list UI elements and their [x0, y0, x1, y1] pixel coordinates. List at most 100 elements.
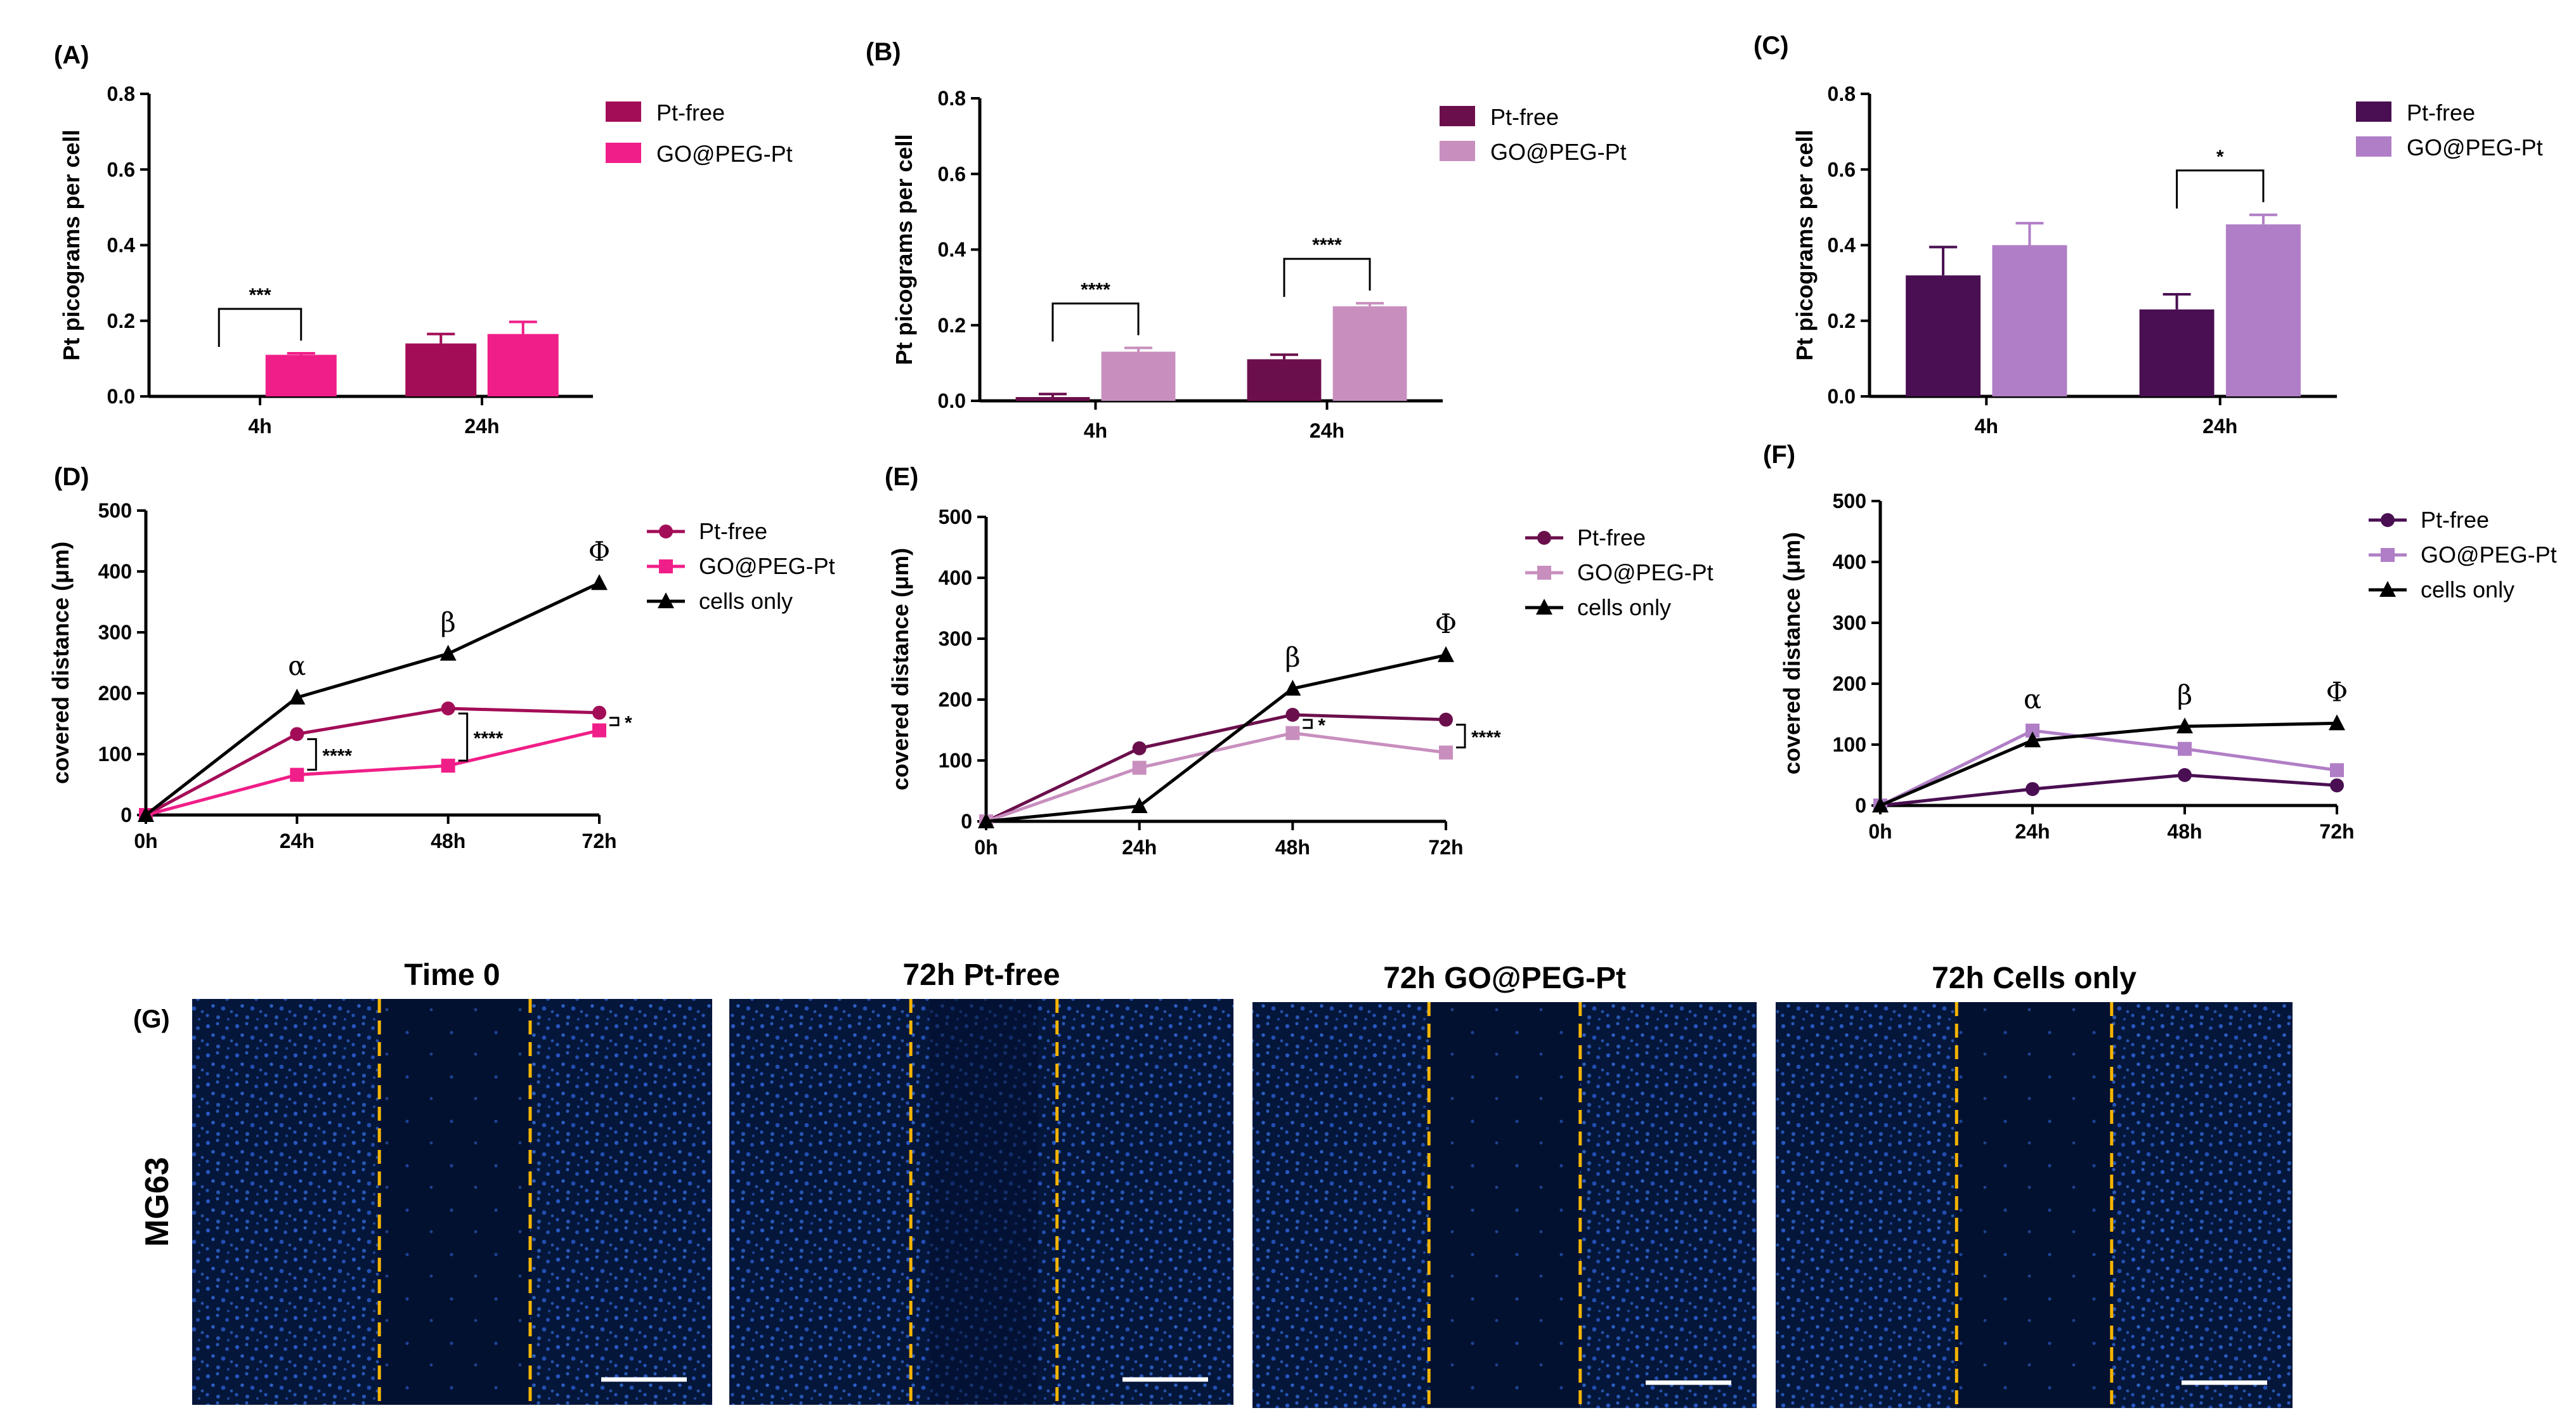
x-tick-label: 24h	[2015, 820, 2050, 843]
y-axis-label: Pt picograms per cell	[58, 129, 84, 360]
chart-saos2-uptake: 0.0 0.2 0.4 0.6 0.8 Pt picograms per cell 4h 24…	[1792, 82, 2543, 438]
micrograph-row-label: MG63	[139, 1157, 176, 1247]
series-line	[1880, 773, 2338, 807]
y-tick-label: 0.8	[1828, 82, 1856, 105]
data-point	[2178, 741, 2192, 756]
bar	[1015, 397, 1090, 401]
y-axis-label: covered distance (μm)	[48, 542, 74, 784]
data-point	[1536, 599, 1552, 615]
y-tick-label: 0.6	[1828, 158, 1856, 181]
legend-label: GO@PEG-Pt	[1490, 139, 1627, 165]
bar	[1101, 351, 1176, 401]
legend-swatch	[606, 143, 641, 163]
data-point	[1439, 712, 1453, 727]
significance-bracket	[609, 717, 620, 727]
data-point	[592, 705, 606, 720]
y-tick-label: 0.8	[107, 82, 135, 105]
scratch-gap-cells	[1956, 1002, 2112, 1408]
legend-label: cells only	[2421, 577, 2514, 603]
y-tick-label: 0.4	[938, 238, 966, 261]
y-axis-label: Pt picograms per cell	[891, 134, 917, 365]
greek-annotation: Φ	[2326, 676, 2348, 707]
chart-mg63-uptake: 0.0 0.2 0.4 0.6 0.8 Pt picograms per cell 4h 24…	[891, 87, 1627, 442]
significance-label: ***	[249, 285, 271, 306]
legend-swatch	[2356, 101, 2391, 122]
y-tick-label: 0.0	[107, 385, 135, 408]
y-tick-label: 100	[939, 749, 972, 772]
y-tick-label: 500	[1833, 490, 1866, 512]
data-point	[592, 723, 606, 738]
x-tick-label: 48h	[431, 830, 465, 852]
significance-label: *	[1318, 715, 1325, 736]
x-tick-label: 24h	[464, 415, 499, 438]
y-tick-label: 0.2	[1828, 310, 1856, 332]
legend-label: Pt-free	[656, 100, 725, 126]
significance-label: *	[625, 713, 632, 734]
greek-annotation: Φ	[1435, 608, 1457, 639]
data-point	[2330, 763, 2344, 778]
y-axis-label: covered distance (μm)	[887, 548, 913, 790]
x-tick-label: 24h	[1122, 836, 1157, 859]
panel-letter-a: (A)	[54, 41, 89, 69]
data-point	[2176, 717, 2193, 734]
y-tick-label: 100	[1833, 733, 1866, 756]
series-line	[986, 653, 1447, 823]
y-tick-label: 100	[98, 743, 132, 766]
data-point	[1537, 566, 1551, 580]
x-tick-label: 0h	[1868, 820, 1892, 843]
significance-bracket	[2176, 169, 2265, 209]
legend-label: cells only	[1577, 594, 1671, 620]
data-point	[1537, 531, 1551, 545]
panel-letter-g: (G)	[133, 1005, 170, 1033]
data-point	[659, 525, 673, 538]
x-tick-label: 0h	[134, 830, 157, 852]
y-axis-label: covered distance (μm)	[1779, 532, 1805, 774]
legend-label: Pt-free	[1490, 104, 1559, 130]
significance-label: ****	[322, 745, 352, 766]
y-tick-label: 400	[1833, 551, 1866, 573]
significance-bracket	[1051, 303, 1140, 342]
significance-label: ****	[474, 728, 504, 749]
series-line	[145, 581, 601, 816]
bar	[2139, 309, 2215, 396]
legend-label: GO@PEG-Pt	[2421, 542, 2557, 568]
data-point	[658, 592, 674, 608]
greek-annotation: α	[288, 651, 306, 682]
data-point	[2330, 778, 2344, 793]
y-tick-label: 0.2	[107, 310, 135, 332]
bar	[265, 355, 337, 396]
significance-bracket	[307, 738, 317, 771]
data-point	[2024, 731, 2041, 748]
panel-letter-d: (D)	[54, 463, 89, 491]
data-point	[591, 574, 608, 590]
significance-label: *	[2216, 147, 2224, 167]
legend-label: Pt-free	[699, 518, 767, 544]
data-point	[290, 767, 304, 782]
y-axis-label: Pt picograms per cell	[1792, 129, 1818, 360]
bar	[487, 334, 559, 396]
series-line	[145, 729, 600, 817]
data-point	[1438, 646, 1454, 662]
data-point	[2379, 581, 2396, 597]
scratch-gap	[930, 999, 1038, 1405]
data-point	[1872, 797, 1889, 812]
panel-letter-e: (E)	[885, 463, 918, 491]
data-point	[2381, 548, 2395, 562]
greek-annotation: α	[2024, 684, 2041, 715]
significance-label: ****	[1081, 280, 1110, 301]
y-tick-label: 0.0	[938, 389, 966, 412]
bar	[1247, 359, 1322, 401]
micrograph-row: Time 0 72h Pt-free 72h GO@PEG-Pt 72h Cells …	[139, 958, 2293, 1408]
legend-label: cells only	[699, 588, 793, 614]
significance-label: ****	[1312, 235, 1342, 256]
significance-bracket	[1283, 258, 1371, 297]
micrograph-title: 72h GO@PEG-Pt	[1383, 962, 1626, 995]
micrograph-title: 72h Pt-free	[902, 958, 1060, 992]
data-point	[1439, 745, 1453, 760]
y-tick-label: 200	[98, 682, 132, 705]
y-tick-label: 200	[939, 688, 972, 711]
data-point	[1132, 741, 1147, 755]
data-point	[2026, 723, 2039, 738]
data-point	[1132, 760, 1147, 775]
